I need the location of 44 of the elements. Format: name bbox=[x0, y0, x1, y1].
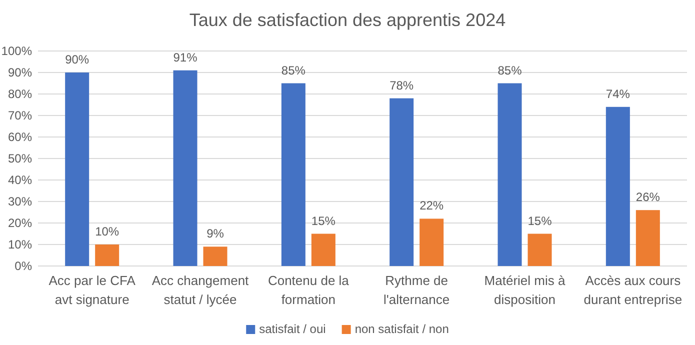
x-tick-label: Matériel mis à disposition bbox=[484, 273, 566, 308]
y-tick-label: 50% bbox=[8, 151, 32, 166]
y-tick-label: 40% bbox=[8, 172, 32, 187]
bar bbox=[203, 246, 228, 266]
data-label: 85% bbox=[498, 63, 522, 78]
x-tick-label: Accès aux cours durant entreprise bbox=[584, 273, 682, 308]
x-tick-label: Acc changement statut / lycée bbox=[152, 273, 250, 308]
x-tick-label: Acc par le CFA avt signature bbox=[48, 273, 136, 308]
bar bbox=[390, 98, 414, 266]
x-tick-label: Rythme de l'alternance bbox=[384, 273, 450, 308]
data-label: 91% bbox=[173, 50, 198, 64]
bar bbox=[528, 234, 552, 266]
y-tick-label: 100% bbox=[1, 44, 32, 58]
data-label: 15% bbox=[528, 214, 552, 228]
bar bbox=[498, 83, 522, 266]
y-tick-label: 80% bbox=[8, 86, 32, 101]
y-tick-label: 90% bbox=[8, 65, 32, 80]
y-tick-label: 70% bbox=[8, 108, 32, 122]
data-label: 85% bbox=[281, 63, 306, 78]
bar bbox=[95, 244, 120, 266]
data-label: 26% bbox=[636, 190, 660, 204]
data-label: 90% bbox=[65, 52, 90, 66]
data-label: 10% bbox=[95, 224, 120, 238]
bar bbox=[606, 106, 630, 266]
legend-label: satisfait / oui bbox=[259, 322, 326, 336]
data-label: 74% bbox=[606, 86, 630, 101]
chart-title: Taux de satisfaction des apprentis 2024 bbox=[189, 10, 506, 30]
data-label: 22% bbox=[420, 198, 444, 213]
bar bbox=[173, 70, 198, 266]
y-tick-label: 30% bbox=[8, 194, 32, 208]
bar bbox=[636, 210, 660, 266]
y-tick-label: 20% bbox=[8, 216, 32, 230]
bar bbox=[281, 83, 306, 266]
x-tick-label: Contenu de la formation bbox=[268, 273, 350, 308]
bar bbox=[311, 234, 336, 266]
bar bbox=[420, 218, 444, 266]
y-tick-label: 0% bbox=[14, 258, 32, 273]
legend-label: non satisfait / non bbox=[354, 322, 449, 336]
data-label: 15% bbox=[311, 214, 336, 228]
bar bbox=[65, 72, 90, 266]
y-tick-label: 60% bbox=[8, 130, 32, 144]
y-tick-label: 10% bbox=[8, 237, 32, 252]
data-label: 9% bbox=[206, 226, 224, 241]
data-label: 78% bbox=[390, 78, 414, 92]
